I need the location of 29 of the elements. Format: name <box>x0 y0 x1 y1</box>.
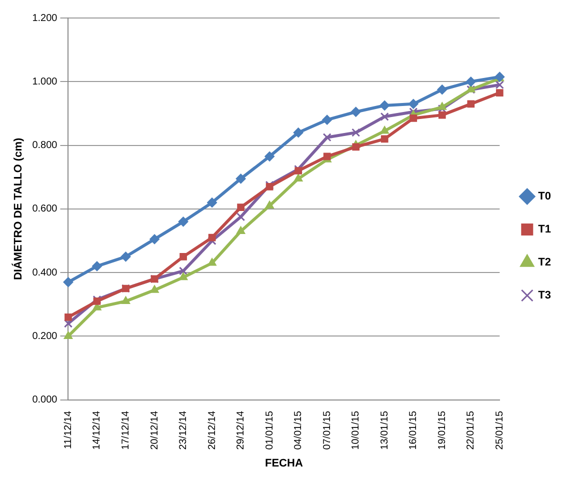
y-tick-label: 0.400 <box>32 267 58 278</box>
y-tick-label: 0.200 <box>32 330 58 342</box>
legend-label: T0 <box>538 190 552 203</box>
x-tick-label: 22/01/15 <box>466 410 477 450</box>
x-tick-label: 16/01/15 <box>408 410 420 450</box>
x-tick-label: 10/01/15 <box>350 410 362 450</box>
y-axis-title: DIÁMETRO DE TALLO (cm) <box>12 138 25 280</box>
x-tick-label: 04/01/15 <box>293 410 304 450</box>
y-tick-label: 0.800 <box>32 140 58 152</box>
x-tick-label: 13/01/15 <box>379 410 390 450</box>
y-tick-label: 1.000 <box>32 76 58 88</box>
x-tick-label: 19/01/15 <box>436 410 448 450</box>
legend-label: T1 <box>538 224 552 236</box>
x-axis-title: FECHA <box>265 457 303 470</box>
x-tick-label: 07/01/15 <box>322 410 333 450</box>
x-tick-label: 20/12/14 <box>149 410 160 450</box>
x-tick-label: 01/01/15 <box>264 410 276 450</box>
legend-label: T3 <box>538 290 552 302</box>
x-tick-label: 23/12/14 <box>178 410 190 450</box>
x-tick-label: 25/01/15 <box>494 410 506 450</box>
x-tick-label: 17/12/14 <box>120 410 132 450</box>
x-tick-label: 29/12/14 <box>236 410 247 450</box>
legend-label: T2 <box>538 256 552 269</box>
y-tick-label: 0.600 <box>32 204 58 215</box>
x-tick-label: 26/12/14 <box>206 410 218 450</box>
x-tick-label: 14/12/14 <box>92 410 103 450</box>
x-tick-label: 11/12/14 <box>62 410 74 450</box>
y-tick-label: 0.000 <box>32 394 58 406</box>
y-tick-label: 1.200 <box>32 12 58 24</box>
